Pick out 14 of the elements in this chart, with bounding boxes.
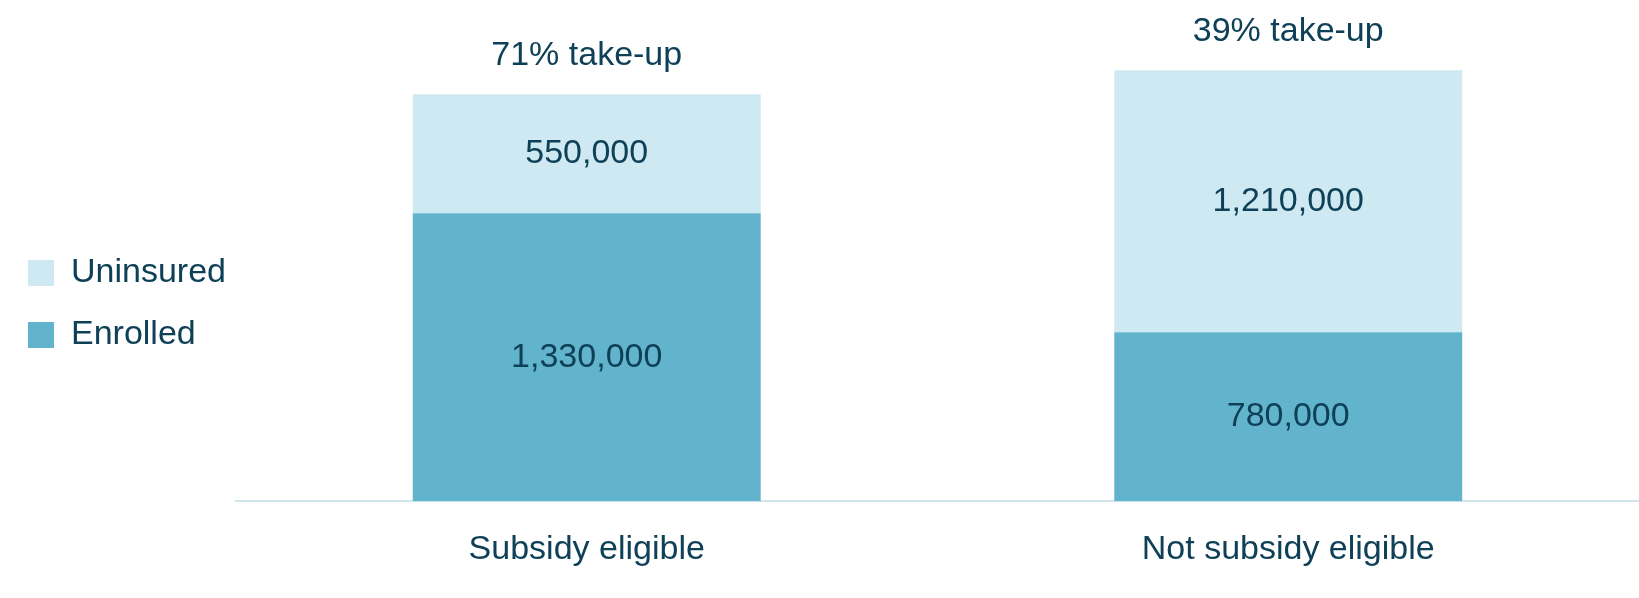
data-label: 780,000 <box>1226 395 1350 434</box>
annotation: 39% take-up <box>1192 9 1384 48</box>
data-label: 1,210,000 <box>1212 179 1364 218</box>
bar <box>412 213 761 502</box>
x-tick-label: Not subsidy eligible <box>1141 527 1435 566</box>
legend-label: Uninsured <box>71 251 226 290</box>
data-label: 1,330,000 <box>511 335 663 374</box>
legend-label: Enrolled <box>71 313 196 352</box>
bar <box>1114 332 1463 502</box>
x-tick-label: Subsidy eligible <box>468 527 705 566</box>
annotation: 71% take-up <box>491 33 683 72</box>
bar <box>412 94 761 214</box>
bar <box>1114 70 1463 333</box>
data-label: 550,000 <box>525 132 649 171</box>
